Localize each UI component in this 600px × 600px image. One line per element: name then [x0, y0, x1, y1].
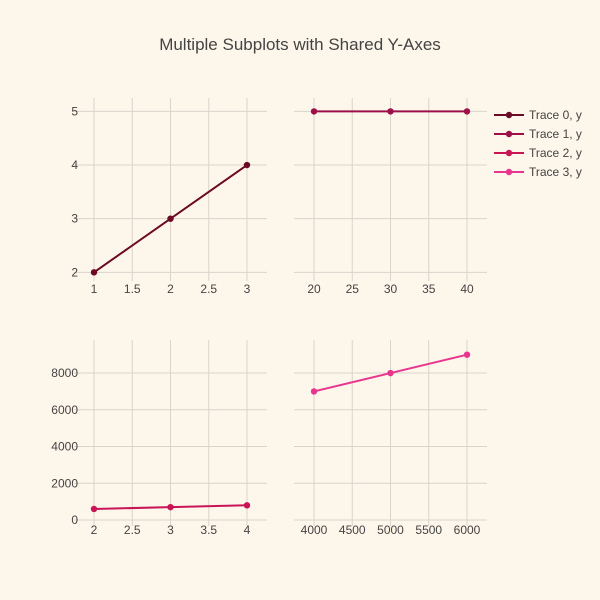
top-left-y-tick-label: 5 — [71, 104, 78, 118]
top-left-x-tick-label: 2.5 — [200, 282, 217, 296]
legend-marker — [505, 130, 513, 138]
top-left-data-point — [243, 161, 251, 169]
top-left-data-point — [167, 215, 174, 222]
legend-entry-label: Trace 3, y — [529, 165, 582, 179]
bottom-left-data-point — [167, 503, 174, 511]
top-left-y-tick-label: 3 — [71, 212, 78, 226]
bottom-left-y-tick-label: 0 — [71, 513, 78, 527]
bottom-left-y-tick-label: 2000 — [51, 476, 78, 490]
bottom-left-x-tick-label: 3 — [167, 523, 174, 537]
bottom-right-data-point — [310, 388, 318, 395]
top-left-x-tick-label: 1 — [91, 282, 98, 296]
top-right-x-tick-label: 25 — [346, 282, 360, 296]
top-right-x-tick-label: 35 — [422, 282, 436, 296]
legend-marker — [505, 168, 513, 176]
bottom-left-y-tick-label: 8000 — [51, 366, 78, 380]
top-left-x-tick-label: 2 — [167, 282, 174, 296]
bottom-left-x-tick-label: 2.5 — [124, 523, 141, 537]
bottom-left-data-point — [90, 505, 98, 513]
chart-title: Multiple Subplots with Shared Y-Axes — [159, 35, 441, 54]
bottom-left-x-tick-label: 4 — [244, 523, 251, 537]
top-left-x-tick-label: 3 — [244, 282, 251, 296]
bottom-right-data-point — [387, 369, 394, 377]
top-right-data-point — [310, 108, 318, 115]
bottom-right-x-tick-label: 6000 — [454, 523, 481, 537]
top-right-data-point — [463, 108, 471, 115]
legend-marker — [505, 149, 513, 157]
bottom-right-data-point — [463, 351, 471, 358]
bottom-left-y-tick-label: 4000 — [51, 440, 78, 454]
legend-entry-label: Trace 1, y — [529, 127, 582, 141]
bottom-right-x-tick-label: 4500 — [339, 523, 366, 537]
legend-entry-label: Trace 0, y — [529, 108, 582, 122]
bottom-left-x-tick-label: 2 — [91, 523, 98, 537]
legend-entry-label: Trace 2, y — [529, 146, 582, 160]
top-right-x-tick-label: 40 — [460, 282, 474, 296]
top-right-data-point — [387, 108, 394, 115]
top-right-x-tick-label: 30 — [384, 282, 398, 296]
bottom-left-y-tick-label: 6000 — [51, 403, 78, 417]
bottom-left-data-point — [243, 502, 251, 509]
top-left-data-point — [90, 269, 98, 276]
top-right-x-tick-label: 20 — [307, 282, 321, 296]
top-left-x-tick-label: 1.5 — [124, 282, 141, 296]
top-left-y-tick-label: 4 — [71, 158, 78, 172]
legend-marker — [505, 111, 513, 119]
top-left-y-tick-label: 2 — [71, 265, 78, 279]
bottom-right-x-tick-label: 4000 — [301, 523, 328, 537]
bottom-right-x-tick-label: 5500 — [415, 523, 442, 537]
bottom-right-x-tick-label: 5000 — [377, 523, 404, 537]
bottom-left-x-tick-label: 3.5 — [200, 523, 217, 537]
